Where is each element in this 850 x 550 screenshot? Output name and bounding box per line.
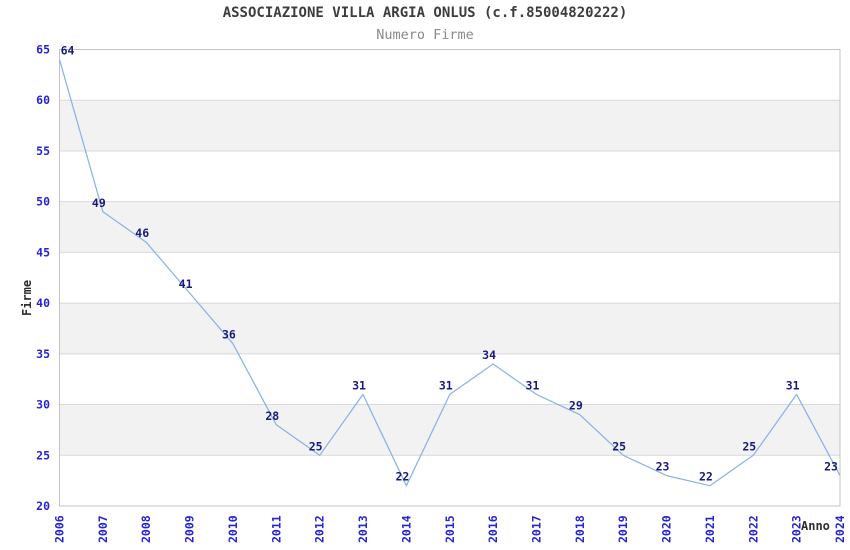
svg-text:45: 45 [36,245,50,259]
point-label: 22 [699,470,713,484]
point-label: 31 [526,378,540,392]
svg-text:2010: 2010 [226,515,240,543]
svg-text:2006: 2006 [53,515,67,543]
svg-text:2020: 2020 [660,515,674,543]
svg-text:40: 40 [36,296,50,310]
point-label: 25 [742,439,756,453]
svg-text:2007: 2007 [96,515,110,543]
gridlines [59,99,840,456]
svg-text:2015: 2015 [443,515,457,543]
point-label: 31 [352,378,366,392]
y-axis-tick-labels: 20 25 30 35 40 45 50 55 60 65 [36,43,50,514]
point-label: 41 [179,277,193,291]
point-label: 34 [482,348,496,362]
svg-text:50: 50 [36,195,50,209]
point-label: 25 [309,439,323,453]
svg-text:2017: 2017 [529,515,543,543]
svg-text:30: 30 [36,398,50,412]
svg-text:2018: 2018 [573,515,587,543]
point-label: 31 [439,378,453,392]
point-label: 22 [395,470,409,484]
svg-text:2022: 2022 [746,515,760,543]
svg-text:2024: 2024 [833,515,847,543]
plot-frame [59,49,841,507]
svg-text:55: 55 [36,144,50,158]
point-label: 29 [569,399,583,413]
x-axis-title: Anno [801,519,830,533]
svg-text:2008: 2008 [139,515,153,543]
svg-text:35: 35 [36,347,50,361]
grid-bands [59,100,840,456]
chart-title: ASSOCIAZIONE VILLA ARGIA ONLUS (c.f.8500… [222,5,628,21]
svg-text:2012: 2012 [313,515,327,543]
point-label: 46 [135,226,149,240]
x-axis-tick-labels: 2006 2007 2008 2009 2010 2011 2012 2013 2014 2015… [53,515,848,543]
svg-text:20: 20 [36,499,50,513]
point-label: 49 [92,196,106,210]
svg-text:2009: 2009 [183,515,197,543]
point-label: 28 [265,409,279,423]
svg-text:2014: 2014 [399,515,413,543]
svg-text:2013: 2013 [356,515,370,543]
point-label: 23 [824,460,838,474]
series-line-firme [58,59,841,487]
point-label: 64 [61,44,75,58]
svg-text:2016: 2016 [486,515,500,543]
svg-text:60: 60 [36,93,50,107]
point-label: 23 [656,460,670,474]
chart-subtitle: Numero Firme [376,27,474,43]
point-label: 36 [222,328,236,342]
svg-text:2011: 2011 [269,515,283,543]
point-label: 31 [786,378,800,392]
svg-text:2021: 2021 [703,515,717,543]
svg-text:2023: 2023 [790,515,804,543]
svg-text:65: 65 [36,43,50,57]
svg-text:2019: 2019 [616,515,630,543]
point-label: 25 [612,439,626,453]
point-value-labels: 64 49 46 41 36 28 25 31 22 31 34 31 29 25 23 22 25 31 23 [61,44,838,484]
svg-text:25: 25 [36,448,50,462]
